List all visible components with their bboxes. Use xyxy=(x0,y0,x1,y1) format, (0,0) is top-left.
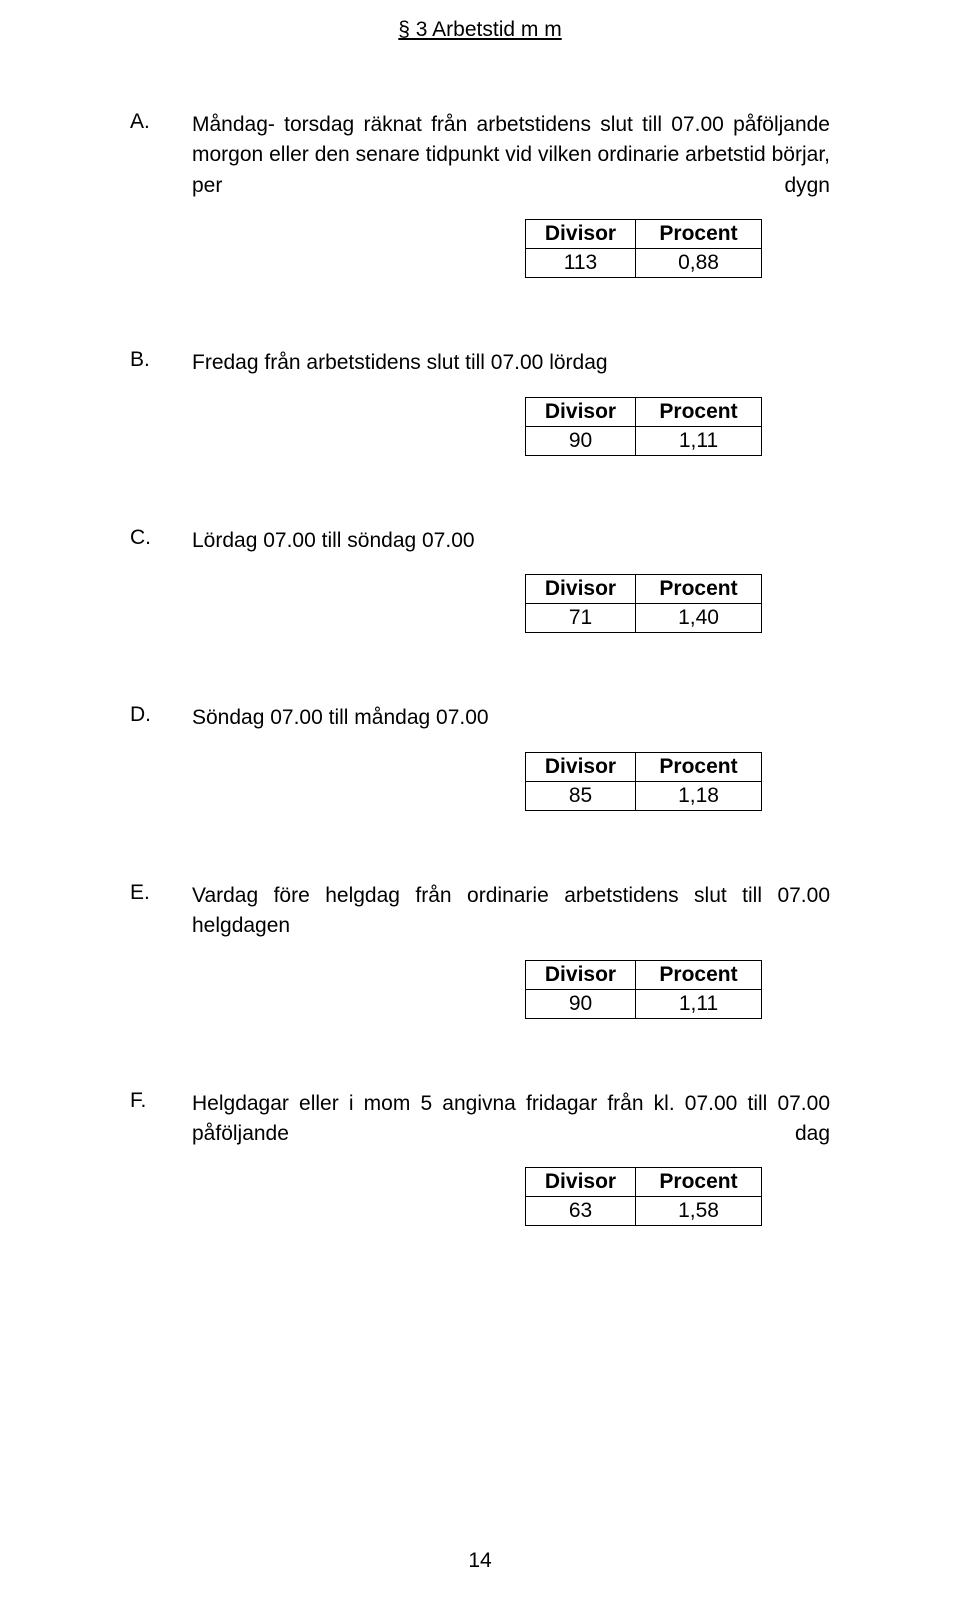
section-text: Helgdagar eller i mom 5 angivna fridagar… xyxy=(192,1089,830,1150)
divisor-cell: 90 xyxy=(526,426,636,455)
section-text: Fredag från arbetstidens slut till 07.00… xyxy=(192,348,830,378)
table-header-row: Divisor Procent xyxy=(526,397,762,426)
table-header-row: Divisor Procent xyxy=(526,220,762,249)
table-row: 85 1,18 xyxy=(526,781,762,810)
procent-cell: 1,11 xyxy=(636,989,762,1018)
table-row: 63 1,58 xyxy=(526,1197,762,1226)
section-item: D. Söndag 07.00 till måndag 07.00 xyxy=(130,703,830,733)
page-number: 14 xyxy=(130,1549,830,1573)
divisor-cell: 113 xyxy=(526,249,636,278)
page-header: § 3 Arbetstid m m xyxy=(130,18,830,42)
table-header-divisor: Divisor xyxy=(526,960,636,989)
table-header-procent: Procent xyxy=(636,1168,762,1197)
section-text: Lördag 07.00 till söndag 07.00 xyxy=(192,526,830,556)
table-header-procent: Procent xyxy=(636,397,762,426)
section-letter: C. xyxy=(130,526,192,556)
divisor-table: Divisor Procent 71 1,40 xyxy=(525,574,762,633)
divisor-table: Divisor Procent 90 1,11 xyxy=(525,960,762,1019)
section-item: B. Fredag från arbetstidens slut till 07… xyxy=(130,348,830,378)
section-letter: B. xyxy=(130,348,192,378)
section-item: C. Lördag 07.00 till söndag 07.00 xyxy=(130,526,830,556)
table-header-divisor: Divisor xyxy=(526,220,636,249)
table-wrap: Divisor Procent 113 0,88 xyxy=(130,219,830,278)
procent-cell: 1,11 xyxy=(636,426,762,455)
table-header-row: Divisor Procent xyxy=(526,960,762,989)
procent-cell: 1,18 xyxy=(636,781,762,810)
table-header-procent: Procent xyxy=(636,220,762,249)
divisor-table: Divisor Procent 113 0,88 xyxy=(525,219,762,278)
table-header-divisor: Divisor xyxy=(526,752,636,781)
section-text: Vardag före helgdag från ordinarie arbet… xyxy=(192,881,830,942)
divisor-cell: 90 xyxy=(526,989,636,1018)
table-header-row: Divisor Procent xyxy=(526,1168,762,1197)
table-wrap: Divisor Procent 71 1,40 xyxy=(130,574,830,633)
divisor-table: Divisor Procent 85 1,18 xyxy=(525,752,762,811)
table-wrap: Divisor Procent 63 1,58 xyxy=(130,1167,830,1226)
divisor-cell: 63 xyxy=(526,1197,636,1226)
procent-cell: 1,58 xyxy=(636,1197,762,1226)
table-header-divisor: Divisor xyxy=(526,1168,636,1197)
divisor-table: Divisor Procent 90 1,11 xyxy=(525,397,762,456)
section-letter: A. xyxy=(130,110,192,201)
table-row: 113 0,88 xyxy=(526,249,762,278)
procent-cell: 1,40 xyxy=(636,604,762,633)
section-item: A. Måndag- torsdag räknat från arbetstid… xyxy=(130,110,830,201)
table-row: 90 1,11 xyxy=(526,989,762,1018)
table-wrap: Divisor Procent 85 1,18 xyxy=(130,752,830,811)
table-header-row: Divisor Procent xyxy=(526,575,762,604)
table-row: 90 1,11 xyxy=(526,426,762,455)
table-row: 71 1,40 xyxy=(526,604,762,633)
section-text: Söndag 07.00 till måndag 07.00 xyxy=(192,703,830,733)
table-header-divisor: Divisor xyxy=(526,397,636,426)
section-item: E. Vardag före helgdag från ordinarie ar… xyxy=(130,881,830,942)
procent-cell: 0,88 xyxy=(636,249,762,278)
divisor-table: Divisor Procent 63 1,58 xyxy=(525,1167,762,1226)
table-header-procent: Procent xyxy=(636,575,762,604)
table-header-row: Divisor Procent xyxy=(526,752,762,781)
divisor-cell: 71 xyxy=(526,604,636,633)
section-item: F. Helgdagar eller i mom 5 angivna frida… xyxy=(130,1089,830,1150)
table-header-procent: Procent xyxy=(636,752,762,781)
document-page: § 3 Arbetstid m m A. Måndag- torsdag räk… xyxy=(0,0,960,1599)
section-letter: F. xyxy=(130,1089,192,1150)
section-letter: E. xyxy=(130,881,192,942)
table-wrap: Divisor Procent 90 1,11 xyxy=(130,397,830,456)
table-wrap: Divisor Procent 90 1,11 xyxy=(130,960,830,1019)
section-letter: D. xyxy=(130,703,192,733)
section-text: Måndag- torsdag räknat från arbetstidens… xyxy=(192,110,830,201)
table-header-divisor: Divisor xyxy=(526,575,636,604)
table-header-procent: Procent xyxy=(636,960,762,989)
divisor-cell: 85 xyxy=(526,781,636,810)
